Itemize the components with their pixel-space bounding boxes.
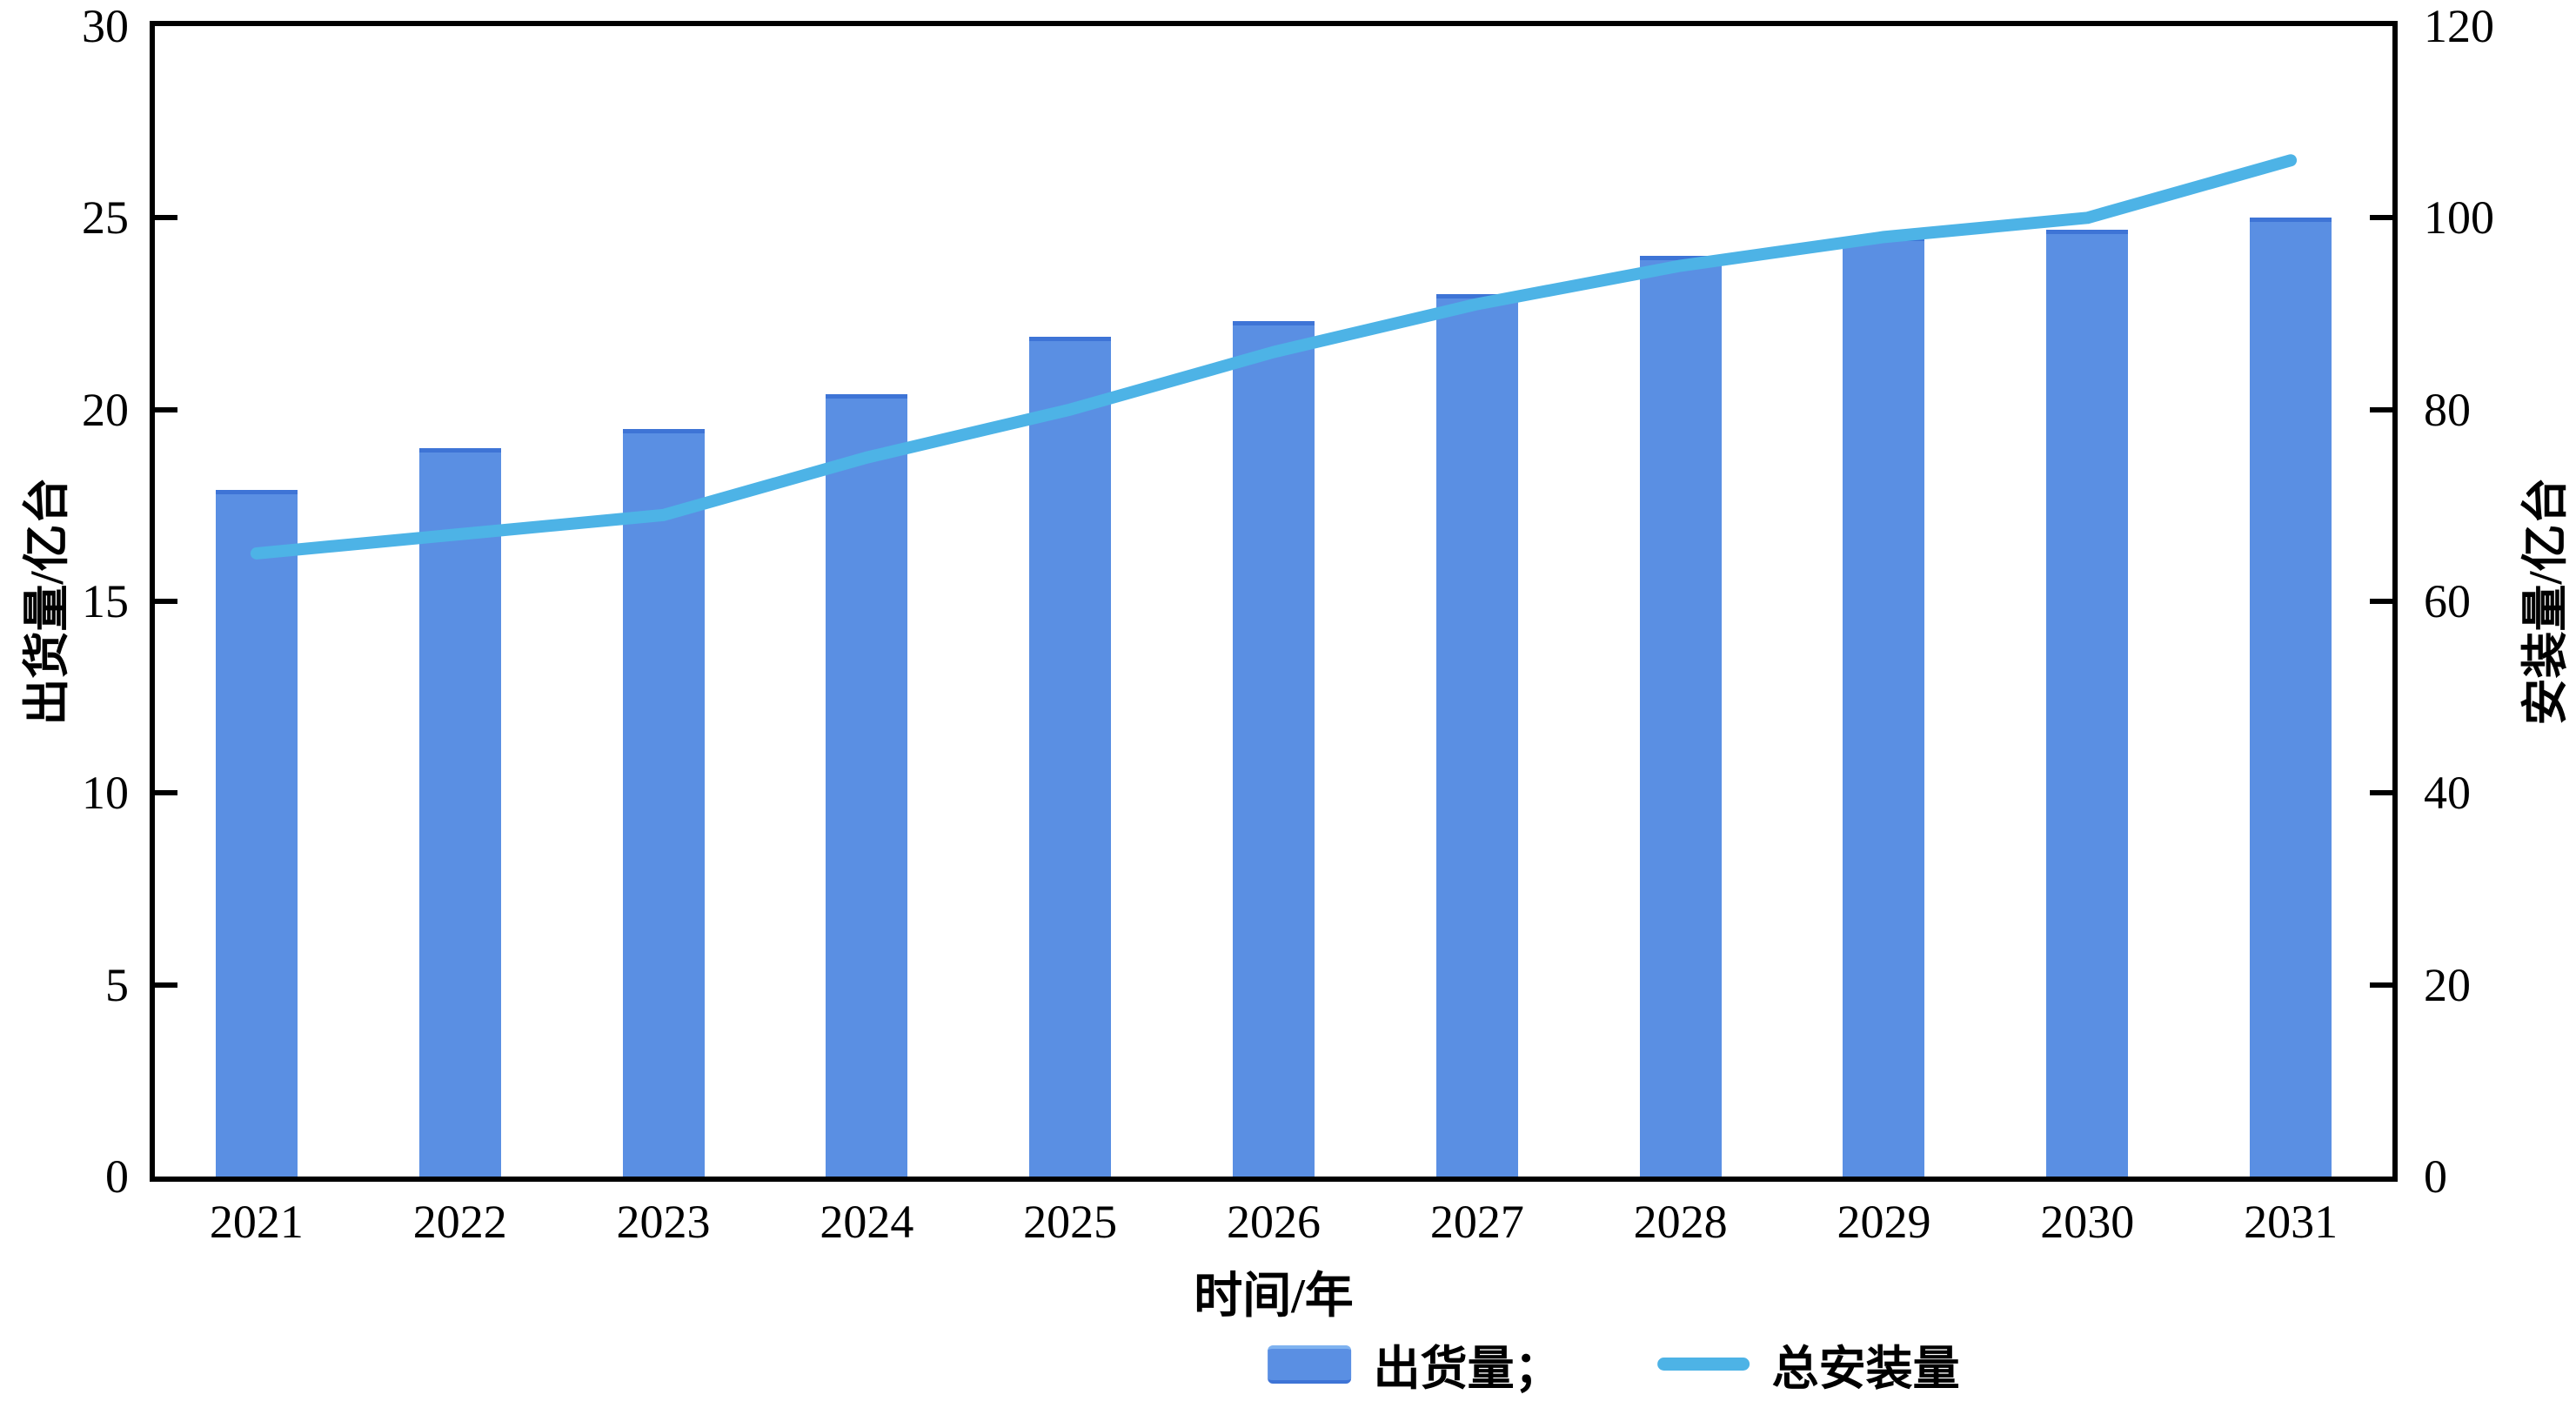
x-label-2028: 2028 xyxy=(1633,1196,1728,1248)
x-axis-title: 时间/年 xyxy=(1194,1270,1354,1324)
left-y-label-10: 10 xyxy=(82,767,129,820)
bar-2030 xyxy=(2046,229,2129,1177)
x-label-2027: 2027 xyxy=(1429,1196,1524,1248)
shipments-bar-swatch-icon xyxy=(1267,1344,1351,1384)
bar-2026 xyxy=(1233,321,1315,1177)
left-y-tick-25 xyxy=(155,215,177,221)
left-y-label-20: 20 xyxy=(82,383,129,436)
x-label-2029: 2029 xyxy=(1837,1196,1931,1248)
installed-line-swatch-icon xyxy=(1656,1358,1750,1371)
bar-2028 xyxy=(1639,256,1722,1177)
x-label-2024: 2024 xyxy=(820,1196,914,1248)
right-y-label-0: 0 xyxy=(2424,1150,2447,1203)
legend-label-shipments: 出货量； xyxy=(1373,1343,1562,1395)
left-y-label-30: 30 xyxy=(82,0,129,52)
legend-item-shipments: 出货量； xyxy=(1267,1330,1562,1398)
bar-2021 xyxy=(215,490,298,1177)
left-y-tick-20 xyxy=(155,406,177,412)
right-y-tick-100 xyxy=(2370,215,2392,221)
right-y-label-60: 60 xyxy=(2424,575,2471,627)
right-y-label-120: 120 xyxy=(2424,0,2494,52)
x-label-2030: 2030 xyxy=(2040,1196,2135,1248)
left-y-label-0: 0 xyxy=(105,1150,129,1203)
x-label-2021: 2021 xyxy=(209,1196,304,1248)
left-y-label-25: 25 xyxy=(82,191,129,245)
right-y-tick-80 xyxy=(2370,406,2392,412)
x-label-2031: 2031 xyxy=(2244,1196,2338,1248)
x-label-2023: 2023 xyxy=(616,1196,711,1248)
legend: 出货量； 总安装量 xyxy=(1267,1330,1960,1398)
right-y-tick-60 xyxy=(2370,599,2392,604)
bar-2023 xyxy=(622,428,705,1177)
right-y-label-80: 80 xyxy=(2424,383,2471,436)
x-label-2026: 2026 xyxy=(1227,1196,1321,1248)
left-y-tick-5 xyxy=(155,982,177,988)
left-axis-title: 出货量/亿台 xyxy=(20,477,73,726)
right-y-tick-20 xyxy=(2370,982,2392,988)
bar-2024 xyxy=(826,394,908,1177)
right-y-tick-40 xyxy=(2370,790,2392,796)
x-label-2022: 2022 xyxy=(412,1196,507,1248)
right-y-label-100: 100 xyxy=(2424,191,2494,245)
left-y-label-15: 15 xyxy=(82,575,129,627)
bar-2031 xyxy=(2250,218,2332,1177)
left-y-label-5: 5 xyxy=(105,958,129,1011)
right-y-label-20: 20 xyxy=(2424,958,2471,1011)
legend-item-installed: 总安装量 xyxy=(1656,1330,1960,1398)
legend-label-installed: 总安装量 xyxy=(1771,1343,1960,1395)
right-axis-title: 安装量/亿台 xyxy=(2519,477,2572,726)
bar-2025 xyxy=(1029,336,1112,1177)
left-y-tick-10 xyxy=(155,790,177,796)
bar-2029 xyxy=(1843,237,1925,1177)
x-label-2025: 2025 xyxy=(1023,1196,1118,1248)
bar-2022 xyxy=(418,447,501,1177)
bar-2027 xyxy=(1435,294,1518,1177)
right-y-label-40: 40 xyxy=(2424,767,2471,820)
left-y-tick-15 xyxy=(155,599,177,604)
